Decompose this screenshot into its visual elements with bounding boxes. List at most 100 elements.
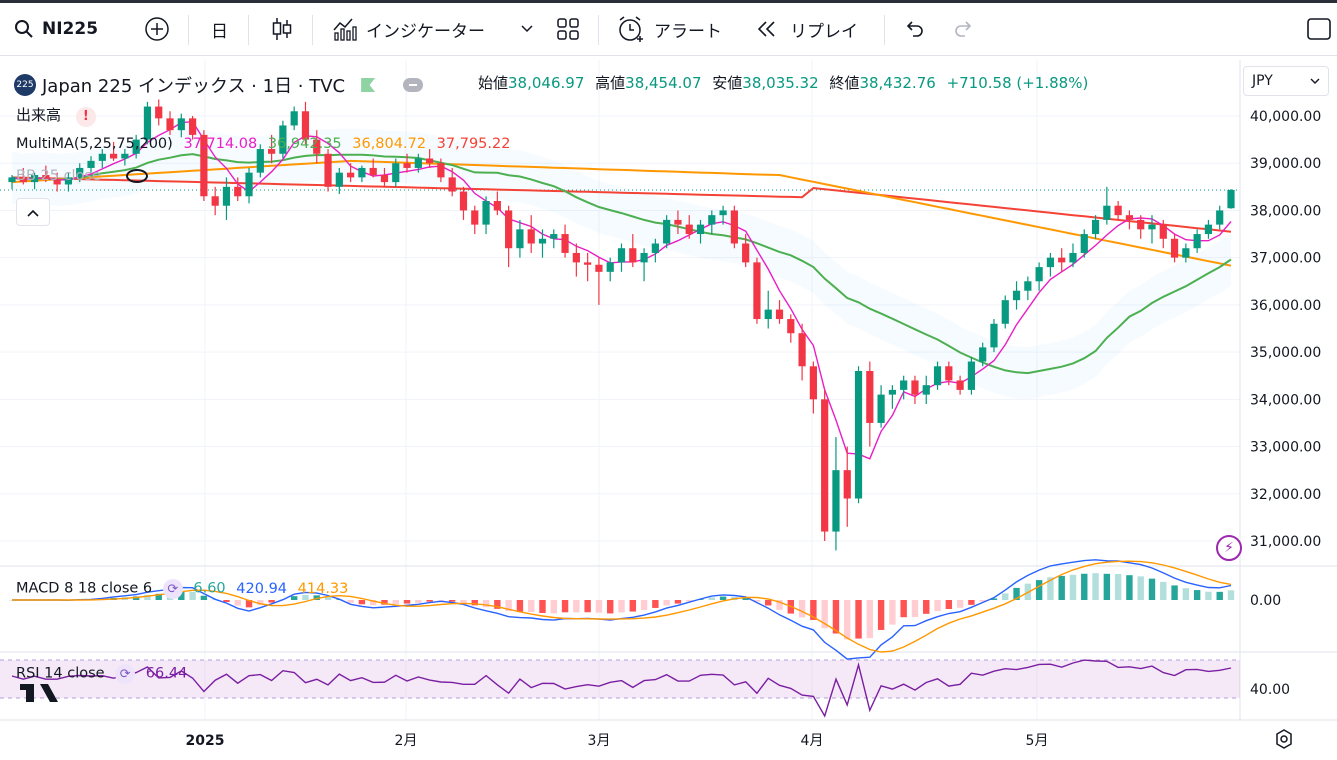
candle-body: [234, 187, 241, 196]
time-tick-label: 2月: [395, 733, 418, 749]
settings-gear-icon[interactable]: [1273, 728, 1295, 750]
volume-warning-icon[interactable]: !: [76, 107, 96, 127]
macd-histogram-bar: [551, 600, 557, 613]
top-toolbar: NI225 日 インジケーター アラート: [0, 3, 1337, 56]
macd-legend[interactable]: MACD 8 18 close 6 ⟳ 6.60 420.94 414.33: [16, 579, 348, 599]
fullscreen-button[interactable]: [1306, 3, 1332, 55]
refresh-icon[interactable]: ⟳: [163, 579, 183, 599]
macd-histogram-bar: [652, 600, 658, 608]
macd-histogram-bar: [573, 600, 579, 612]
candle-body: [832, 470, 839, 531]
candle-body: [415, 159, 422, 168]
candle-body: [1058, 258, 1065, 263]
ma200-value: 37,795.22: [437, 136, 511, 152]
change-value: +710.58 (+1.88%): [947, 74, 1089, 92]
macd-histogram-bar: [1036, 580, 1042, 600]
eye-off-icon[interactable]: [126, 169, 148, 183]
candle-body: [471, 210, 478, 224]
candle-body: [1115, 206, 1122, 215]
chart-type-button[interactable]: [270, 3, 294, 55]
macd-histogram-bar: [1138, 576, 1144, 600]
candle-body: [652, 244, 659, 253]
open-value: 38,046.97: [508, 74, 584, 92]
price-chart[interactable]: 40,000.0039,000.0038,000.0037,000.0036,0…: [0, 56, 1337, 756]
macd-histogram-bar: [1058, 576, 1064, 600]
volume-label: 出来高: [16, 106, 61, 124]
candle-body: [900, 380, 907, 389]
collapse-legend-button[interactable]: [16, 198, 50, 226]
macd-histogram-bar: [618, 600, 624, 612]
candle-body: [1092, 220, 1099, 234]
time-tick-label: 3月: [588, 733, 611, 749]
alert-label: アラート: [654, 17, 722, 42]
candle-body: [889, 390, 896, 395]
high-value: 38,454.07: [625, 74, 701, 92]
layouts-button[interactable]: [556, 3, 580, 55]
macd-histogram-bar: [1171, 585, 1177, 600]
toolbar-divider: [312, 15, 313, 45]
multima-legend[interactable]: MultiMA(5,25,75,200) 37,714.08 36,942.35…: [16, 136, 510, 152]
candle-body: [1036, 267, 1043, 281]
interval-label: 日: [211, 17, 228, 42]
ma5-value: 37,714.08: [183, 136, 257, 152]
symbol-legend: 225 Japan 225 インデックス · 1日 · TVC: [14, 72, 423, 98]
time-tick-label: 5月: [1026, 733, 1049, 749]
currency-select[interactable]: JPY: [1243, 66, 1329, 96]
alert-button[interactable]: アラート: [616, 3, 722, 55]
candle-body: [426, 159, 433, 164]
macd-histogram-bar: [607, 600, 613, 613]
candle-body: [979, 347, 986, 361]
replay-button[interactable]: リプレイ: [756, 3, 858, 55]
price-tick-label: 36,000.00: [1250, 298, 1321, 314]
candle-body: [934, 366, 941, 385]
price-tick-label: 31,000.00: [1250, 534, 1321, 550]
macd-histogram-bar: [415, 600, 421, 603]
chevron-down-icon: [1310, 73, 1320, 89]
indicators-button[interactable]: インジケーター: [332, 3, 485, 55]
volume-indicator[interactable]: 出来高 !: [16, 104, 96, 127]
price-tick-label: 32,000.00: [1250, 487, 1321, 503]
candle-body: [618, 248, 625, 262]
candle-body: [1081, 234, 1088, 253]
macd-label: MACD 8 18 close 6: [16, 581, 152, 597]
candle-body: [640, 253, 647, 262]
candle-body: [663, 220, 670, 244]
candle-body: [584, 262, 591, 264]
candle-body: [1013, 291, 1020, 300]
candle-body: [121, 154, 128, 159]
candle-body: [324, 154, 331, 187]
chevron-down-icon: [520, 24, 534, 34]
price-tick-label: 35,000.00: [1250, 345, 1321, 361]
candle-body: [708, 215, 715, 224]
high-label: 高値: [595, 74, 625, 92]
candle-body: [1002, 300, 1009, 324]
indicators-dropdown[interactable]: [520, 3, 534, 55]
bb-legend[interactable]: BB 25 close: [16, 168, 148, 184]
candle-body: [155, 107, 162, 119]
candle-body: [878, 395, 885, 423]
candle-body: [166, 118, 173, 130]
redo-icon: [953, 20, 975, 38]
redo-button[interactable]: [953, 3, 975, 55]
eye-toggle-icon[interactable]: [403, 78, 423, 92]
compare-add-button[interactable]: [144, 3, 170, 55]
lightning-icon[interactable]: ⚡: [1216, 535, 1242, 561]
indicators-label: インジケーター: [366, 17, 485, 42]
macd-histogram-bar: [1115, 574, 1121, 600]
candle-body: [1205, 225, 1212, 234]
symbol-search[interactable]: NI225: [14, 3, 98, 55]
price-tick-label: 37,000.00: [1250, 251, 1321, 267]
macd-histogram-bar: [1149, 579, 1155, 600]
candle-body: [561, 234, 568, 253]
macd-histogram-bar: [1160, 582, 1166, 600]
interval-button[interactable]: 日: [211, 3, 228, 55]
legend-title[interactable]: Japan 225 インデックス · 1日 · TVC: [42, 72, 345, 98]
refresh-icon[interactable]: ⟳: [115, 664, 135, 684]
candle-body: [1137, 220, 1144, 229]
candle-body: [810, 366, 817, 399]
undo-button[interactable]: [903, 3, 925, 55]
macd-histogram-bar: [867, 600, 873, 638]
alarm-clock-icon: [616, 15, 644, 43]
ma75-value: 36,804.72: [352, 136, 426, 152]
